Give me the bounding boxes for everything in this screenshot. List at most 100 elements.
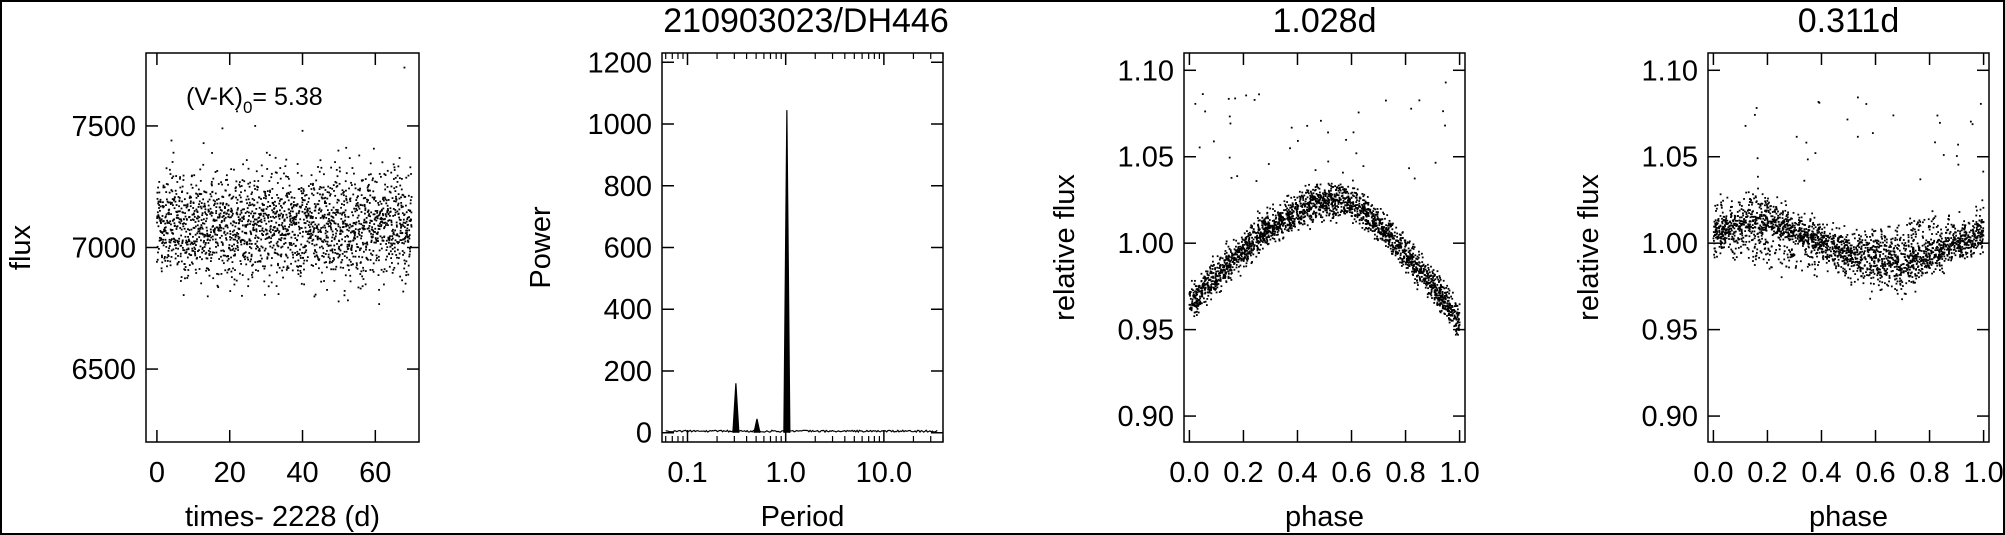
data-point (292, 218, 295, 221)
data-point (1231, 261, 1234, 263)
data-point (1296, 204, 1299, 207)
data-point (1195, 294, 1198, 297)
data-point (1225, 242, 1228, 245)
data-point (1391, 228, 1394, 231)
data-point (369, 215, 372, 218)
data-point (1241, 238, 1244, 241)
data-point (335, 232, 337, 235)
data-point (307, 212, 310, 215)
data-point (1919, 249, 1921, 252)
data-point (274, 252, 277, 254)
data-point (311, 192, 313, 195)
data-point (1798, 223, 1800, 226)
data-point (385, 243, 388, 245)
data-point (317, 228, 320, 231)
data-point (1377, 230, 1380, 233)
data-point (283, 218, 286, 221)
data-point (265, 233, 268, 236)
data-point (293, 197, 296, 199)
data-point (274, 248, 277, 251)
data-point (1345, 210, 1347, 212)
data-point (315, 254, 318, 257)
x-tick-label: 0.1 (667, 457, 707, 489)
data-point (1365, 215, 1368, 218)
data-point (1237, 247, 1240, 250)
data-point (365, 216, 368, 219)
data-point (1273, 210, 1276, 212)
data-point (196, 238, 198, 241)
data-point (266, 232, 269, 235)
data-point (210, 257, 213, 259)
data-point (285, 158, 288, 161)
data-point (159, 230, 162, 232)
data-point (1198, 299, 1201, 301)
data-point (170, 223, 172, 226)
data-point (1193, 301, 1196, 304)
data-point (1212, 260, 1214, 263)
data-point (1209, 272, 1212, 275)
data-point (1248, 242, 1250, 245)
data-point (1280, 223, 1283, 226)
data-point (1370, 216, 1373, 219)
data-point (238, 218, 240, 221)
data-point (1386, 234, 1389, 237)
data-point (1436, 297, 1439, 300)
data-point (208, 269, 210, 271)
data-point (1369, 228, 1372, 230)
data-point (1374, 225, 1377, 228)
data-point (1318, 212, 1321, 215)
data-point (1216, 255, 1219, 258)
data-point (246, 207, 249, 209)
data-point (158, 236, 161, 239)
data-point (387, 199, 390, 201)
data-point (174, 189, 177, 192)
data-point (308, 226, 311, 228)
data-point (328, 220, 331, 222)
data-point (386, 185, 389, 188)
data-point (1287, 214, 1290, 217)
data-point (1287, 208, 1290, 211)
data-point (1448, 296, 1451, 299)
data-point (345, 225, 347, 228)
data-point (1858, 238, 1861, 241)
data-point (199, 245, 202, 248)
data-point (334, 235, 337, 238)
data-point (172, 151, 175, 154)
data-point (232, 234, 235, 237)
data-point (1396, 232, 1399, 235)
data-point (374, 237, 377, 240)
data-point (1293, 223, 1296, 225)
data-point (264, 192, 267, 195)
data-point (322, 217, 325, 220)
data-point (1202, 297, 1205, 300)
data-point (301, 192, 303, 195)
data-point (184, 215, 187, 218)
data-point (355, 204, 357, 207)
data-point (243, 252, 246, 255)
data-point (331, 248, 334, 251)
data-point (242, 215, 245, 218)
data-point (312, 238, 315, 241)
data-point (225, 224, 228, 227)
data-point (1441, 307, 1444, 310)
data-point (185, 241, 187, 244)
data-point (279, 205, 282, 207)
data-point (1435, 289, 1438, 292)
data-point (1397, 258, 1400, 261)
data-point (1412, 270, 1414, 273)
data-point (189, 202, 192, 204)
data-point (299, 271, 302, 274)
data-point (396, 181, 399, 183)
data-point (238, 194, 241, 197)
data-point (400, 204, 403, 207)
data-point (343, 211, 346, 214)
data-point (181, 185, 184, 188)
data-point (1340, 195, 1343, 198)
data-point (1340, 205, 1343, 208)
data-point (370, 211, 373, 214)
data-point (240, 185, 243, 187)
data-point (1981, 245, 1984, 248)
data-point (1324, 209, 1327, 212)
data-point (1969, 250, 1972, 253)
